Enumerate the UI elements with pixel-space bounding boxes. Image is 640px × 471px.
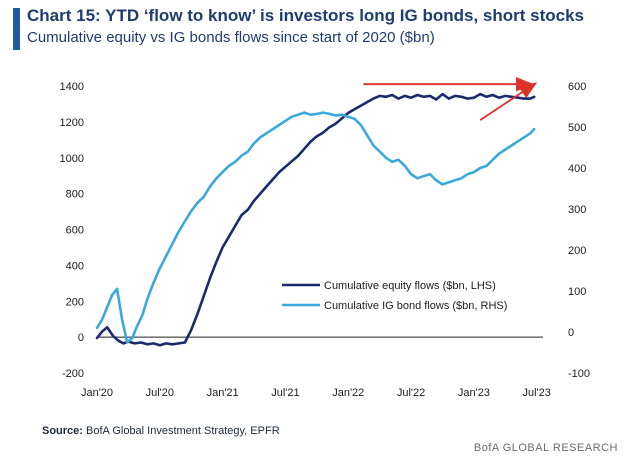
y-left-tick-label: 400 [66, 260, 84, 272]
source-note: Source: BofA Global Investment Strategy,… [42, 425, 280, 437]
title-accent-bar [13, 8, 20, 50]
y-right-tick-label: 300 [568, 204, 586, 216]
y-left-tick-label: 1400 [60, 81, 84, 93]
y-right-tick-label: 0 [568, 327, 574, 339]
y-right-tick-label: 600 [568, 81, 586, 93]
y-left-tick-label: 1000 [60, 153, 84, 165]
x-tick-label: Jan'22 [332, 387, 364, 399]
y-left-tick-label: 0 [78, 332, 84, 344]
legend-equity-label: Cumulative equity flows ($bn, LHS) [324, 280, 496, 292]
footer-brand: BofA GLOBAL RESEARCH [473, 442, 618, 454]
legend-ig-bond-label: Cumulative IG bond flows ($bn, RHS) [324, 300, 507, 312]
y-right-tick-label: 400 [568, 163, 586, 175]
y-left-tick-label: 200 [66, 296, 84, 308]
y-right-tick-label: -100 [568, 368, 590, 380]
source-label: Source: [42, 425, 83, 437]
x-tick-label: Jan'20 [81, 387, 113, 399]
source-text: BofA Global Investment Strategy, EPFR [82, 425, 280, 437]
x-tick-label: Jul'21 [271, 387, 299, 399]
y-right-tick-label: 200 [568, 245, 586, 257]
x-tick-label: Jan'21 [207, 387, 239, 399]
x-tick-label: Jul'20 [146, 387, 174, 399]
y-right-tick-label: 500 [568, 122, 586, 134]
x-tick-label: Jan'23 [458, 387, 490, 399]
chart-subtitle: Cumulative equity vs IG bonds flows sinc… [27, 29, 435, 46]
y-left-tick-label: -200 [62, 368, 84, 380]
equity-flows-line [95, 92, 536, 347]
x-tick-label: Jul'22 [397, 387, 425, 399]
ig-bond-flows-line [95, 111, 536, 344]
y-left-tick-label: 800 [66, 189, 84, 201]
x-tick-label: Jul'23 [523, 387, 551, 399]
y-left-tick-label: 600 [66, 225, 84, 237]
y-left-tick-label: 1200 [60, 117, 84, 129]
y-right-tick-label: 100 [568, 286, 586, 298]
chart-title: Chart 15: YTD ‘flow to know’ is investor… [27, 6, 584, 25]
rising-trend-arrow [479, 82, 538, 121]
